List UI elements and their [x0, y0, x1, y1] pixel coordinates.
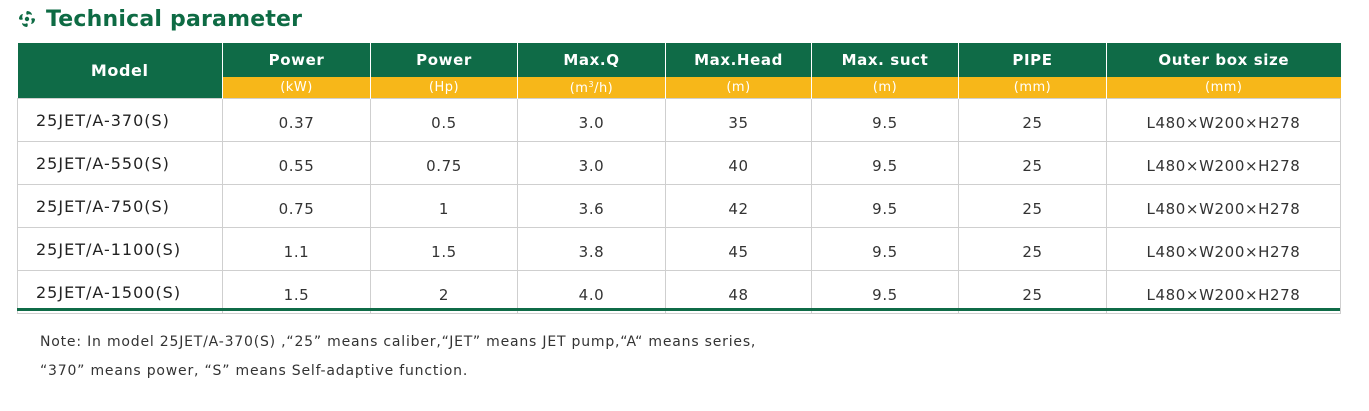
column-header-pipe: PIPE — [958, 43, 1107, 77]
max-q-cell: 3.6 — [517, 184, 666, 228]
unit-max-q-base: (m — [569, 80, 589, 96]
unit-max-q-rate: /h) — [594, 80, 614, 96]
unit-row: (kW) (Hp) (m3/h) (m) (m) (mm) (mm) — [18, 77, 1341, 99]
model-cell: 25JET/A-370(S) — [17, 98, 223, 142]
max-suct-cell: 9.5 — [811, 227, 959, 271]
model-cell: 25JET/A-750(S) — [17, 184, 223, 228]
max-head-cell: 48 — [665, 270, 812, 314]
model-cell: 25JET/A-1100(S) — [17, 227, 223, 271]
outer-box-size-cell: L480×W200×H278 — [1106, 270, 1341, 314]
power-hp-cell: 0.75 — [370, 141, 518, 185]
column-header-outer-box-size: Outer box size — [1106, 43, 1341, 77]
outer-box-size-cell: L480×W200×H278 — [1106, 141, 1341, 185]
unit-pipe: (mm) — [958, 77, 1107, 99]
page-title: Technical parameter — [46, 6, 303, 32]
column-header-max-suct: Max. suct — [811, 43, 959, 77]
power-hp-cell: 1 — [370, 184, 518, 228]
section-title: Technical parameter — [17, 4, 302, 34]
max-suct-cell: 9.5 — [811, 98, 959, 142]
unit-outer-box-size: (mm) — [1106, 77, 1341, 99]
max-suct-cell: 9.5 — [811, 184, 959, 228]
power-hp-cell: 1.5 — [370, 227, 518, 271]
max-suct-cell: 9.5 — [811, 141, 959, 185]
unit-max-suct: (m) — [811, 77, 959, 99]
model-cell: 25JET/A-550(S) — [17, 141, 223, 185]
pipe-cell: 25 — [958, 184, 1107, 228]
pipe-cell: 25 — [958, 141, 1107, 185]
max-head-cell: 45 — [665, 227, 812, 271]
section-divider — [17, 308, 1340, 311]
table-row: 25JET/A-750(S) 0.75 1 3.6 42 9.5 25 L480… — [17, 184, 1341, 228]
column-header-max-head: Max.Head — [665, 43, 812, 77]
outer-box-size-cell: L480×W200×H278 — [1106, 227, 1341, 271]
max-head-cell: 40 — [665, 141, 812, 185]
column-header-power-kw: Power — [222, 43, 371, 77]
column-header-power-hp: Power — [370, 43, 518, 77]
table-row: 25JET/A-550(S) 0.55 0.75 3.0 40 9.5 25 L… — [17, 141, 1341, 185]
leaf-swirl-icon — [19, 11, 35, 27]
pipe-cell: 25 — [958, 98, 1107, 142]
note-line-1: Note: In model 25JET/A-370(S) ,“25” mean… — [40, 334, 757, 350]
max-q-cell: 3.0 — [517, 141, 666, 185]
header-row: Model Power Power Max.Q Max.Head Max. su… — [17, 43, 1341, 99]
power-kw-cell: 0.55 — [222, 141, 371, 185]
max-q-cell: 4.0 — [517, 270, 666, 314]
power-hp-cell: 2 — [370, 270, 518, 314]
note-line-2: “370” means power, “S” means Self-adapti… — [40, 363, 469, 379]
unit-power-hp: (Hp) — [370, 77, 518, 99]
power-kw-cell: 1.1 — [222, 227, 371, 271]
unit-max-q-exponent: 3 — [588, 79, 595, 89]
column-header-max-q: Max.Q — [517, 43, 666, 77]
column-header-model: Model — [17, 43, 223, 99]
unit-max-head: (m) — [665, 77, 812, 99]
table-row: 25JET/A-370(S) 0.37 0.5 3.0 35 9.5 25 L4… — [17, 98, 1341, 142]
max-q-cell: 3.8 — [517, 227, 666, 271]
table-row: 25JET/A-1500(S) 1.5 2 4.0 48 9.5 25 L480… — [17, 270, 1341, 314]
power-hp-cell: 0.5 — [370, 98, 518, 142]
max-suct-cell: 9.5 — [811, 270, 959, 314]
pipe-cell: 25 — [958, 227, 1107, 271]
unit-power-kw: (kW) — [222, 77, 371, 99]
power-kw-cell: 0.37 — [222, 98, 371, 142]
max-q-cell: 3.0 — [517, 98, 666, 142]
power-kw-cell: 1.5 — [222, 270, 371, 314]
model-cell: 25JET/A-1500(S) — [17, 270, 223, 314]
technical-parameter-table: Model Power Power Max.Q Max.Head Max. su… — [17, 43, 1341, 314]
outer-box-size-cell: L480×W200×H278 — [1106, 184, 1341, 228]
table-row: 25JET/A-1100(S) 1.1 1.5 3.8 45 9.5 25 L4… — [17, 227, 1341, 271]
power-kw-cell: 0.75 — [222, 184, 371, 228]
unit-max-q: (m3/h) — [517, 77, 666, 99]
max-head-cell: 35 — [665, 98, 812, 142]
max-head-cell: 42 — [665, 184, 812, 228]
outer-box-size-cell: L480×W200×H278 — [1106, 98, 1341, 142]
